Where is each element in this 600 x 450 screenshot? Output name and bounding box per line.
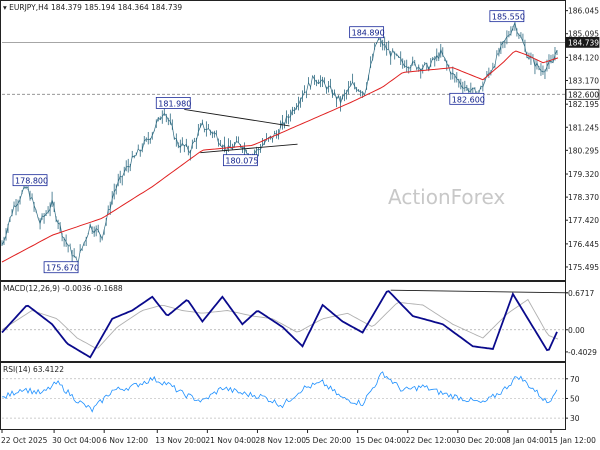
price-label-box: [449, 92, 485, 105]
macd-trendline: [390, 289, 569, 294]
price-panel: [0, 0, 566, 281]
time-tick-label: 5 Dec 20:00: [306, 436, 352, 445]
price-label-box: [349, 26, 385, 39]
moving-average-line: [1, 50, 559, 263]
rsi-tick-label: 30: [570, 414, 580, 423]
rsi-axis: 70 50 30: [565, 375, 580, 423]
price-tag: 182.600: [568, 90, 599, 99]
macd-signal-line: [1, 298, 559, 349]
rsi-line: [1, 371, 558, 413]
price-label: 175.670: [46, 264, 79, 273]
symbol-header: ▾ EURJPY,H4 184.379 185.194 184.364 184.…: [3, 3, 182, 12]
rsi-plot: [1, 371, 565, 419]
rsi-panel: [0, 362, 566, 430]
time-tick-label: 15 Dec 04:00: [356, 436, 407, 445]
macd-plot: [1, 289, 569, 359]
time-tick-label: 15 Jan 12:00: [548, 436, 596, 445]
rsi-header: RSI(14) 63.4122: [3, 365, 64, 374]
price-tag-box: [565, 36, 600, 48]
price-plot: [1, 14, 559, 268]
price-label: 178.800: [15, 177, 48, 186]
price-tick-label: 184.120: [568, 53, 599, 62]
price-label: 181.980: [158, 99, 191, 108]
trendline: [184, 108, 290, 127]
price-label-box: [155, 96, 191, 109]
price-tag: 184.739: [568, 38, 599, 47]
price-tick-label: 175.495: [568, 263, 599, 272]
time-tick-label: 6 Nov 12:00: [102, 436, 148, 445]
watermark: ActionForex: [388, 185, 505, 209]
price-label-box: [222, 154, 258, 167]
price-tick-label: 183.170: [568, 76, 599, 85]
price-line: [1, 21, 558, 265]
price-label-box: [43, 261, 79, 274]
time-tick-label: 13 Nov 20:00: [155, 436, 206, 445]
macd-panel: [0, 281, 566, 362]
price-tick-label: 176.445: [568, 240, 599, 249]
price-tick-label: 179.320: [568, 170, 599, 179]
time-axis: 22 Oct 2025 30 Oct 04:00 6 Nov 12:00 13 Nov…: [1, 430, 596, 445]
price-tick-label: 186.045: [568, 7, 599, 16]
time-tick-label: 30 Oct 04:00: [52, 436, 101, 445]
macd-tick-label: -0.4029: [568, 348, 597, 357]
price-annotations: 178.800 175.670 181.980 180.075 184.890 185.5…: [12, 10, 525, 274]
time-tick-label: 22 Dec 12:00: [406, 436, 457, 445]
macd-tick-label: 0.00: [568, 326, 585, 335]
time-tick-label: 22 Oct 2025: [1, 436, 48, 445]
price-label: 185.550: [492, 13, 525, 22]
rsi-tick-label: 70: [570, 375, 580, 384]
macd-axis: 0.6717 0.00 -0.4029: [565, 289, 597, 357]
price-label-box: [12, 174, 48, 187]
price-tick-label: 177.420: [568, 216, 599, 225]
price-label-box: [489, 10, 525, 23]
price-tick-label: 185.095: [568, 30, 599, 39]
price-axis: 186.045 185.095 184.120 183.170 182.195 181.2…: [2, 7, 600, 272]
time-tick-label: 30 Dec 20:00: [456, 436, 507, 445]
price-tick-label: 178.370: [568, 193, 599, 202]
trendline: [200, 143, 298, 154]
time-tick-label: 8 Jan 04:00: [506, 436, 549, 445]
price-label: 180.075: [225, 157, 258, 166]
price-tag-box: [565, 88, 600, 100]
price-tick-label: 182.195: [568, 100, 599, 109]
time-tick-label: 28 Nov 12:00: [255, 436, 306, 445]
macd-header: MACD(12,26,9) -0.0036 -0.1688: [3, 284, 123, 293]
price-tick-label: 180.295: [568, 146, 599, 155]
price-tick-label: 181.245: [568, 123, 599, 132]
rsi-tick-label: 50: [570, 394, 580, 403]
macd-tick-label: 0.6717: [568, 289, 594, 298]
macd-line: [1, 290, 558, 359]
time-tick-label: 21 Nov 04:00: [205, 436, 256, 445]
price-label: 182.600: [452, 95, 485, 104]
price-label: 184.890: [352, 29, 385, 38]
